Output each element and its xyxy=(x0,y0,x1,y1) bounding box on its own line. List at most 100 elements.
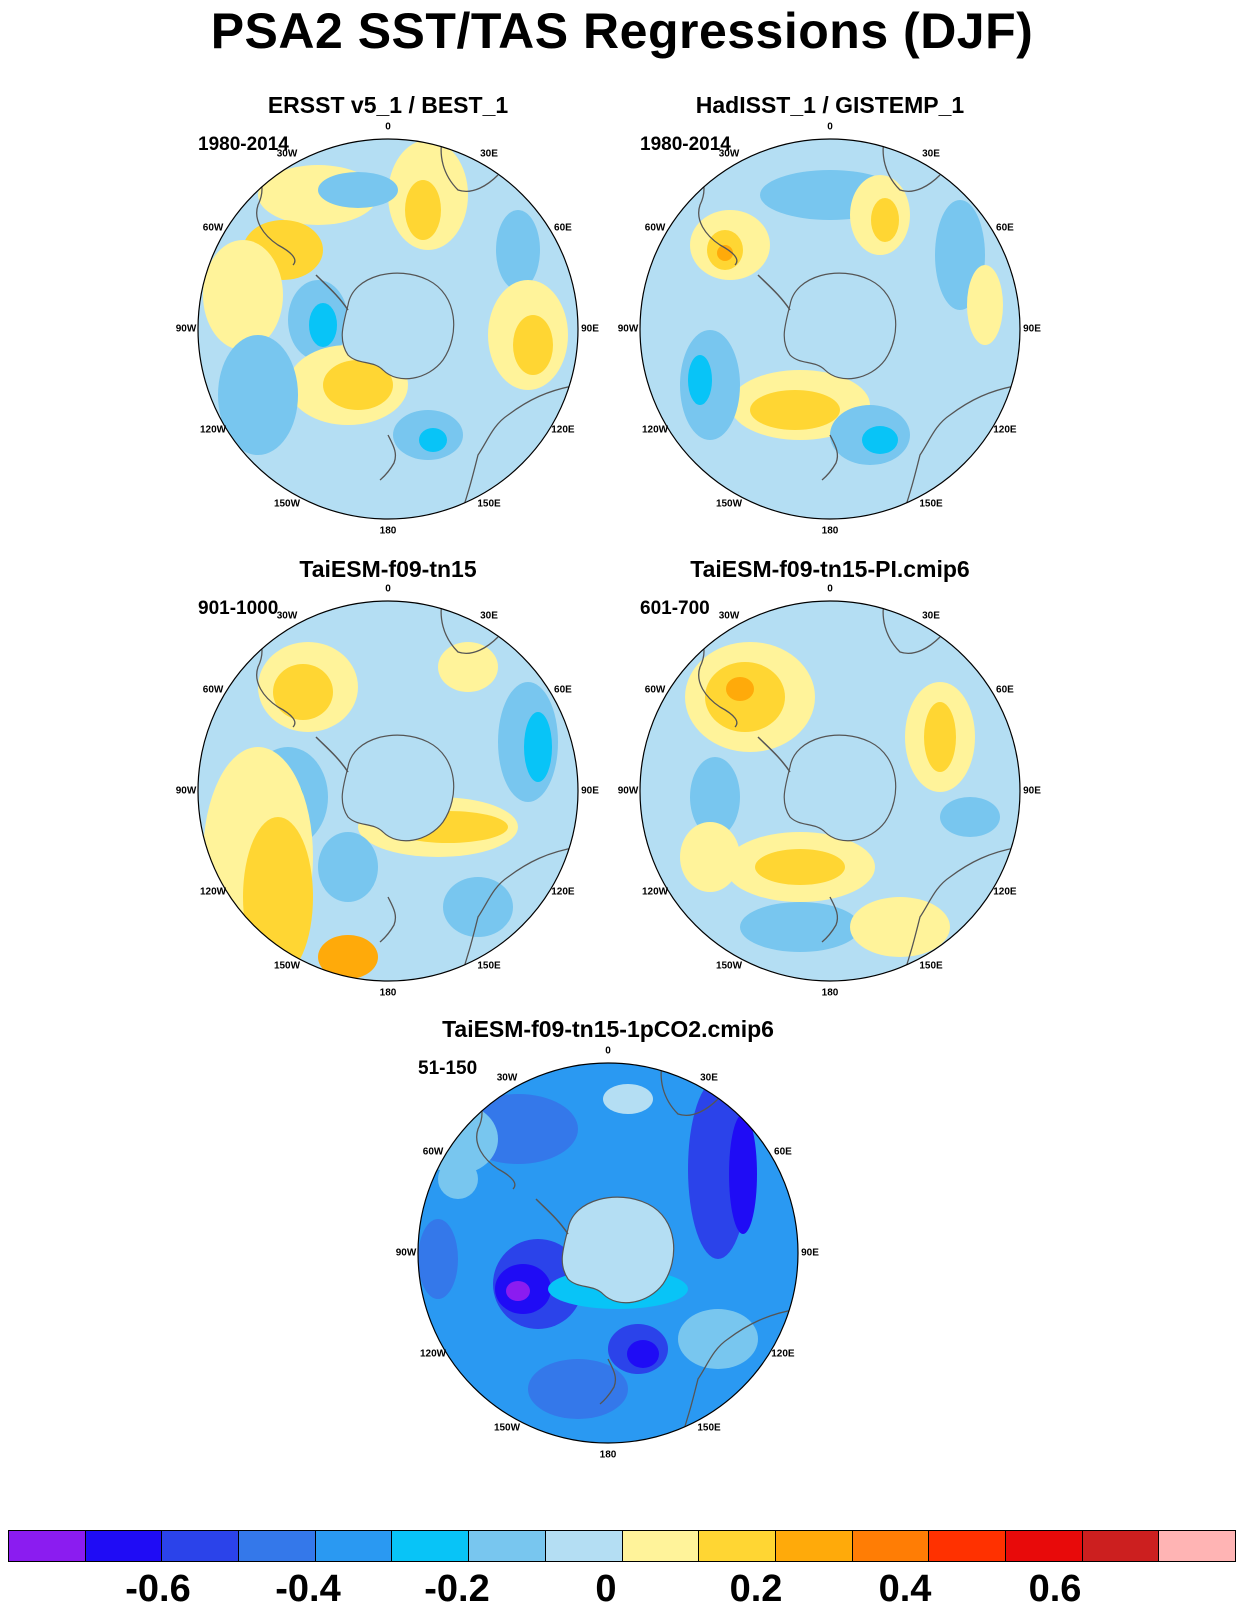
anomaly-region xyxy=(940,797,1000,837)
polar-map xyxy=(197,138,579,520)
colorbar-tick-label: 0 xyxy=(595,1568,617,1610)
anomaly-region xyxy=(680,822,740,892)
longitude-label: 30W xyxy=(276,610,298,622)
colorbar-tick-label: 0.4 xyxy=(878,1568,932,1610)
figure-title: PSA2 SST/TAS Regressions (DJF) xyxy=(210,3,1034,59)
period-label: 51-150 xyxy=(418,1058,478,1079)
longitude-label: 0 xyxy=(827,583,833,595)
polar-map xyxy=(197,600,579,982)
longitude-label: 120E xyxy=(993,424,1017,436)
longitude-label: 60W xyxy=(202,684,224,696)
longitude-label: 90W xyxy=(617,323,639,335)
anomaly-region xyxy=(443,877,513,937)
longitude-label: 120W xyxy=(200,886,227,898)
longitude-label: 150E xyxy=(697,1422,721,1434)
anomaly-region xyxy=(438,1159,478,1199)
anomaly-region xyxy=(678,1309,758,1369)
anomaly-region xyxy=(419,428,447,452)
colorbar-swatch xyxy=(315,1531,393,1561)
colorbar-swatch xyxy=(699,1531,776,1561)
antarctica-coastline xyxy=(341,734,455,842)
anomaly-region xyxy=(506,1281,530,1301)
colorbar-swatch xyxy=(85,1531,163,1561)
longitude-label: 150W xyxy=(715,498,743,510)
map-boundary xyxy=(639,600,1021,982)
anomaly-region xyxy=(717,245,733,261)
panel-taiesm-1pco2: TaiESM-f09-tn15-1pCO2.cmip6 51-150 0 30E 6… xyxy=(378,1016,838,1486)
anomaly-region xyxy=(496,210,540,290)
longitude-label: 60W xyxy=(644,684,666,696)
new-zealand-coastline xyxy=(599,1358,617,1405)
anomaly-region xyxy=(924,702,956,772)
longitude-label: 180 xyxy=(821,987,839,999)
panel-title: ERSST v5_1 / BEST_1 xyxy=(267,92,509,118)
colorbar-swatch xyxy=(622,1531,700,1561)
anomaly-region xyxy=(850,897,950,957)
antarctica-coastline xyxy=(783,272,897,380)
longitude-label: 150W xyxy=(715,960,743,972)
longitude-label: 150E xyxy=(477,498,501,510)
anomaly-region xyxy=(405,180,441,240)
colorbar-swatch xyxy=(162,1531,240,1561)
longitude-label: 60W xyxy=(644,222,666,234)
period-label: 901-1000 xyxy=(198,598,279,619)
longitude-label: 120E xyxy=(551,424,575,436)
longitude-label: 90E xyxy=(1023,785,1041,797)
anomaly-region xyxy=(438,642,498,692)
longitude-label: 60E xyxy=(996,222,1014,234)
longitude-label: 30W xyxy=(718,610,740,622)
longitude-label: 60E xyxy=(554,222,572,234)
colorbar-tick-label: -0.2 xyxy=(424,1568,490,1610)
period-label: 601-700 xyxy=(640,598,710,619)
longitude-label: 120W xyxy=(200,424,227,436)
longitude-label: 120W xyxy=(642,886,669,898)
longitude-label: 60E xyxy=(996,684,1014,696)
anomaly-region xyxy=(273,664,333,720)
new-zealand-coastline xyxy=(821,896,839,943)
panel-taiesm: TaiESM-f09-tn15 901-1000 0 30E 60E 90E 120E 1… xyxy=(158,556,618,1026)
longitude-label: 180 xyxy=(379,525,397,537)
map-boundary xyxy=(197,600,579,982)
panel-ersst-best: ERSST v5_1 / BEST_1 1980-2014 0 30E 60E 90E… xyxy=(158,92,618,562)
anomaly-region xyxy=(603,1084,653,1114)
longitude-label: 180 xyxy=(379,987,397,999)
colorbar xyxy=(8,1530,1236,1562)
antarctica-coastline xyxy=(561,1196,675,1304)
polar-map xyxy=(639,138,1021,520)
antarctic-peninsula-coastline xyxy=(535,1198,569,1235)
longitude-label: 150E xyxy=(919,498,943,510)
anomaly-region xyxy=(524,712,552,782)
panel-taiesm-pi: TaiESM-f09-tn15-PI.cmip6 601-700 0 30E 60E… xyxy=(600,556,1060,1026)
antarctica-coastline xyxy=(341,272,455,380)
anomaly-region xyxy=(726,677,754,701)
anomaly-region xyxy=(862,426,898,454)
longitude-label: 90W xyxy=(395,1247,417,1259)
australia-coastline xyxy=(899,384,1020,519)
longitude-label: 90W xyxy=(175,323,197,335)
longitude-label: 90W xyxy=(617,785,639,797)
anomaly-region xyxy=(218,335,298,455)
anomaly-region xyxy=(688,355,712,405)
anomaly-region xyxy=(243,817,313,977)
longitude-label: 180 xyxy=(821,525,839,537)
antarctic-peninsula-coastline xyxy=(315,274,349,311)
australia-coastline xyxy=(899,846,1020,981)
anomaly-region xyxy=(755,849,845,885)
polar-map xyxy=(417,1062,799,1444)
anomaly-region xyxy=(528,1359,628,1419)
colorbar-swatch xyxy=(1005,1531,1083,1561)
map-boundary xyxy=(417,1062,799,1444)
longitude-label: 30W xyxy=(496,1072,518,1084)
panel-title: TaiESM-f09-tn15 xyxy=(299,556,477,582)
antarctic-peninsula-coastline xyxy=(757,274,791,311)
longitude-label: 90E xyxy=(801,1247,819,1259)
colorbar-swatch xyxy=(929,1531,1006,1561)
colorbar-swatch xyxy=(1082,1531,1160,1561)
longitude-label: 90W xyxy=(175,785,197,797)
longitude-label: 0 xyxy=(827,121,833,133)
anomaly-region xyxy=(690,757,740,837)
anomaly-region xyxy=(740,902,860,952)
longitude-label: 30E xyxy=(922,148,940,160)
map-boundary xyxy=(639,138,1021,520)
anomaly-region xyxy=(318,832,378,902)
